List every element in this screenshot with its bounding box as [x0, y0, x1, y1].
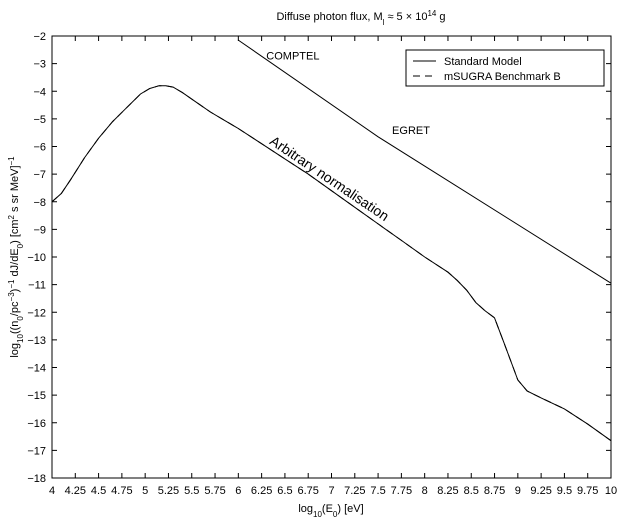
- legend-box: [405, 49, 605, 87]
- x-tick-label: 6.75: [297, 485, 318, 497]
- x-tick-label: 4.25: [65, 485, 86, 497]
- x-axis-title: log10(E0) [eV]: [298, 503, 363, 519]
- annotation-comptel: COMPTEL: [266, 50, 319, 62]
- y-tick-label: −4: [33, 86, 46, 98]
- y-tick-label: −18: [27, 473, 46, 485]
- data-series: [51, 39, 612, 442]
- y-tick-label: −11: [28, 280, 46, 292]
- y-tick-label: −12: [27, 307, 46, 319]
- plot-area: [51, 35, 612, 479]
- x-tick-label: 5.75: [204, 485, 225, 497]
- y-tick-label: −8: [33, 197, 46, 209]
- x-tick-label: 8: [422, 485, 428, 497]
- x-tick-label: 7.25: [344, 485, 365, 497]
- y-tick-label: −14: [27, 363, 46, 375]
- x-tick-label: 6.25: [251, 485, 272, 497]
- y-tick-label: −3: [33, 59, 46, 71]
- series-line-2: [238, 39, 612, 284]
- y-tick-label: −16: [27, 418, 46, 430]
- x-tick-label: 5.5: [184, 485, 199, 497]
- x-axis-ticks: 4 4.25 4.5 4.75 5 5.25 5.5 5.75 6 6.25 6.5 6.75 7 7.2…: [49, 36, 617, 497]
- legend-label-standard-model: Standard Model: [444, 56, 522, 68]
- x-tick-label: 6: [235, 485, 241, 497]
- x-tick-label: 8.25: [437, 485, 458, 497]
- annotation-egret: EGRET: [392, 125, 430, 137]
- x-tick-label: 9: [515, 485, 521, 497]
- x-tick-label: 5: [142, 485, 148, 497]
- x-tick-label: 8.5: [464, 485, 479, 497]
- x-tick-label: 9.25: [530, 485, 551, 497]
- y-tick-label: −13: [27, 335, 46, 347]
- x-tick-label: 10: [605, 485, 617, 497]
- x-tick-label: 9.75: [577, 485, 598, 497]
- x-tick-label: 4.75: [111, 485, 132, 497]
- y-axis-ticks: −2 −3 −4 −5 −6 −7 −8 −9 −10 −11 −12 −13 −14 −15 −16 −17…: [27, 31, 611, 485]
- y-tick-label: −10: [27, 252, 46, 264]
- x-tick-label: 9.5: [557, 485, 572, 497]
- y-tick-label: −7: [33, 169, 46, 181]
- y-tick-label: −9: [33, 224, 46, 236]
- x-tick-label: 6.5: [277, 485, 292, 497]
- y-tick-label: −6: [33, 142, 46, 154]
- legend-label-msugra: mSUGRA Benchmark B: [444, 71, 561, 83]
- y-tick-label: −17: [27, 445, 46, 457]
- chart-title: Diffuse photon flux, Ml ≈ 5 × 1014 g: [276, 9, 445, 27]
- x-tick-label: 4.5: [91, 485, 106, 497]
- series-line-1: [51, 85, 612, 442]
- x-tick-label: 7.75: [391, 485, 412, 497]
- y-tick-label: −5: [33, 114, 46, 126]
- x-tick-label: 7.5: [370, 485, 385, 497]
- x-tick-label: 8.75: [484, 485, 505, 497]
- y-tick-label: −15: [27, 390, 46, 402]
- x-tick-label: 7: [328, 485, 334, 497]
- y-axis-title: log10((n0/pc−3)−1 dJ/dE0) [cm2 s sr MeV]…: [7, 156, 25, 358]
- x-tick-label: 4: [49, 485, 55, 497]
- legend: Standard Model mSUGRA Benchmark B: [405, 49, 605, 87]
- y-tick-label: −2: [33, 31, 46, 43]
- x-tick-label: 5.25: [158, 485, 179, 497]
